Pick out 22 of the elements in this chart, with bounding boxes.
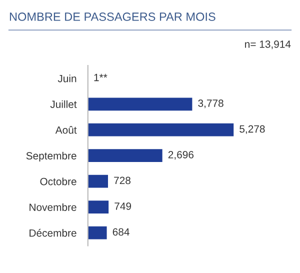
- bar: [88, 98, 192, 111]
- y-tick-label: Juillet: [50, 100, 77, 108]
- data-label: 2,696: [168, 151, 194, 160]
- data-label: 5,278: [240, 125, 265, 134]
- y-tick-label: Août: [55, 126, 77, 134]
- data-label: 3,778: [198, 100, 224, 108]
- bar: [88, 200, 109, 214]
- bar: [88, 174, 108, 188]
- y-tick-label: Septembre: [26, 152, 76, 162]
- y-tick-label: Novembre: [30, 203, 76, 211]
- y-tick-label: Octobre: [40, 178, 76, 186]
- data-label: 749: [114, 202, 132, 210]
- bar: [88, 149, 162, 162]
- data-label: 1**: [94, 74, 108, 82]
- data-label: 728: [114, 176, 130, 184]
- bar: [88, 226, 107, 240]
- y-tick-label: Décembre: [30, 228, 76, 237]
- bar: [88, 123, 234, 136]
- text: n= 13,914: [245, 40, 291, 50]
- data-label: 684: [112, 228, 130, 236]
- y-tick-label: Juin: [58, 74, 76, 82]
- chart-title: NOMBRE DE PASSAGERS PAR MOIS: [10, 12, 216, 21]
